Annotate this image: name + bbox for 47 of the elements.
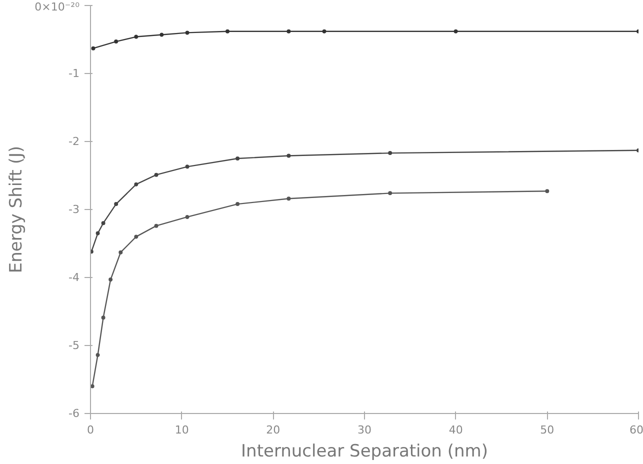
point xyxy=(236,156,240,160)
point xyxy=(388,151,392,156)
x-axis-title: Internuclear Separation (nm) xyxy=(241,442,488,462)
x-tick-label: 30 xyxy=(358,424,372,436)
point xyxy=(286,154,291,158)
y-tick-label: -5 xyxy=(68,339,80,352)
point xyxy=(160,32,164,37)
point xyxy=(185,214,190,219)
point xyxy=(388,191,392,196)
point xyxy=(236,202,240,206)
x-tick-label: 40 xyxy=(448,424,463,436)
point xyxy=(91,46,96,50)
y-axis-title: Energy Shift (J) xyxy=(6,146,27,274)
x-tick-label: 20 xyxy=(266,424,280,436)
x-tick-label: 50 xyxy=(540,424,554,436)
point xyxy=(286,196,291,201)
x-tick-label: 0 xyxy=(87,424,94,436)
point xyxy=(101,221,106,226)
y-tick-label: -1 xyxy=(68,67,80,80)
point xyxy=(226,29,230,34)
y-tick-label: 0×10⁻²⁰ xyxy=(34,0,80,14)
point xyxy=(185,164,190,169)
point xyxy=(114,40,118,44)
point xyxy=(114,202,118,206)
point xyxy=(96,353,100,358)
y-tick-label: -3 xyxy=(68,203,80,216)
point xyxy=(154,224,158,228)
point xyxy=(454,29,458,34)
point xyxy=(108,278,113,282)
point xyxy=(286,29,291,34)
point xyxy=(96,231,100,236)
point xyxy=(545,189,550,194)
y-tick-label: -4 xyxy=(68,271,80,284)
point xyxy=(90,384,94,388)
point xyxy=(134,182,138,186)
point xyxy=(90,250,94,254)
point xyxy=(134,34,138,39)
point xyxy=(101,316,106,320)
x-tick-label: 10 xyxy=(174,424,189,436)
point xyxy=(118,250,123,254)
x-tick-label: 60 xyxy=(630,424,643,436)
y-tick-label: -6 xyxy=(68,407,80,420)
point xyxy=(185,30,190,35)
point xyxy=(134,234,138,239)
point xyxy=(154,172,158,177)
point xyxy=(322,29,326,34)
y-tick-label: -2 xyxy=(68,135,80,148)
